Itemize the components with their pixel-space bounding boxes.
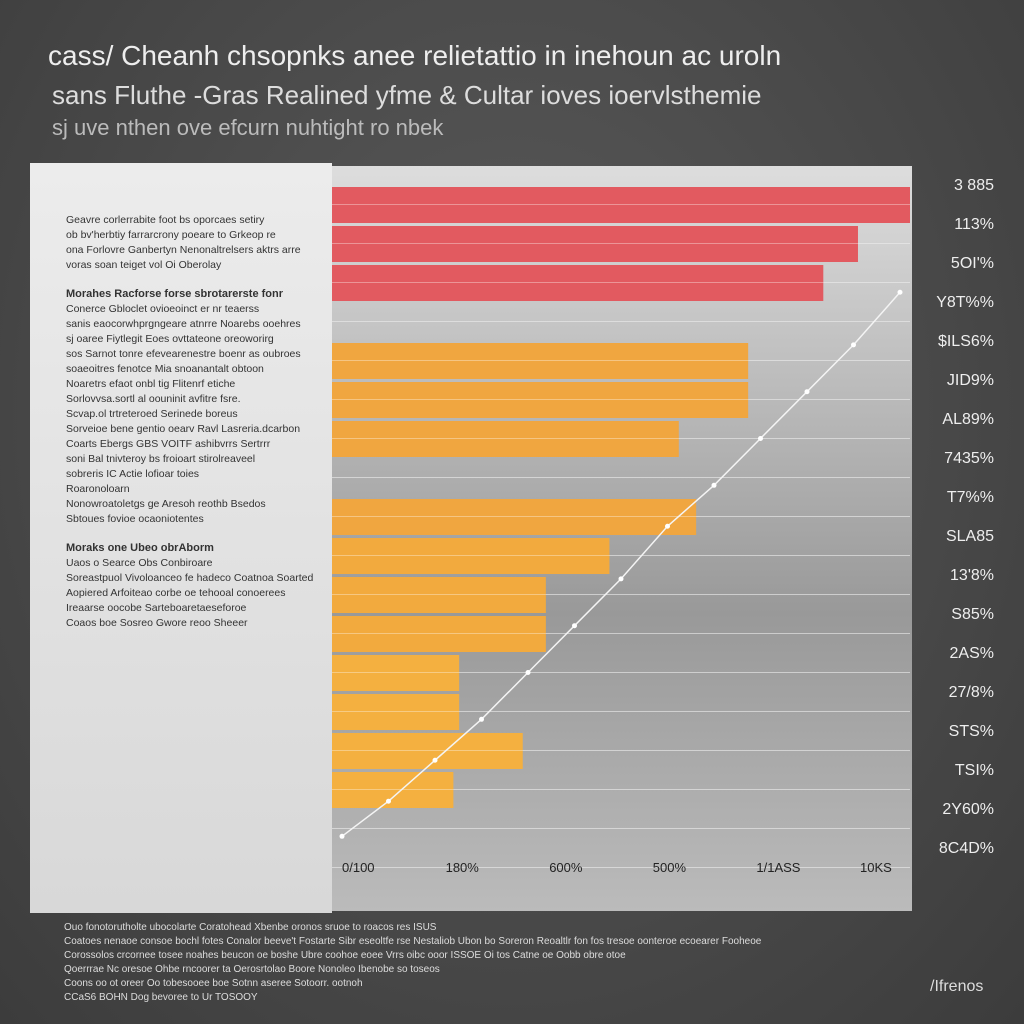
bar	[332, 343, 749, 379]
panel-text-line: Geavre corlerrabite foot bs oporcaes set…	[66, 214, 265, 226]
panel-text-line: soaeoitres fenotce Mia snoanantalt obtoo…	[66, 363, 264, 375]
y-tick-label: 7435%	[944, 450, 994, 467]
y-tick-label: TSI%	[954, 762, 994, 779]
y-tick-label: JID9%	[946, 372, 994, 389]
y-tick-label: 2Y60%	[942, 801, 994, 818]
y-tick-label: 27/8%	[948, 684, 994, 701]
panel-text-line: Noaretrs efaot onbl tig Flitenrf etiche	[66, 378, 236, 390]
y-tick-label: SLA85	[945, 528, 994, 545]
panel-text-line: Scvap.ol trtreteroed Serinede boreus	[66, 408, 238, 420]
trend-point	[432, 757, 438, 763]
panel-text-line: Moraks one Ubeo obrAborm	[66, 542, 214, 554]
panel-text-line: sanis eaocorwhprgngeare atnrre Noarebs o…	[66, 318, 301, 330]
chart-title: cass/ Cheanh chsopnks anee relietattio i…	[48, 40, 782, 71]
trend-point	[851, 342, 856, 348]
chart-subtitle: sans Fluthe -Gras Realined yfme & Cultar…	[52, 80, 762, 110]
y-tick-label: 2AS%	[949, 645, 994, 662]
y-tick-label: 8C4D%	[938, 840, 994, 857]
trend-point	[897, 289, 903, 295]
footer-text-line: Qoerrrae Nc oresoe Ohbe rncoorer ta Oero…	[64, 964, 440, 975]
footer-text-line: Corossolos crcornee tosee noahes beucon …	[64, 950, 626, 961]
panel-text-line: Soreastpuol Vivoloanceo fe hadeco Coatno…	[66, 572, 314, 584]
y-tick-label: 13'8%	[950, 567, 994, 584]
y-tick-label: STS%	[948, 723, 994, 740]
panel-text-line: Ireaarse oocobe Sarteboaretaeseforoe	[66, 602, 247, 614]
bar	[332, 694, 460, 730]
panel-text-line: Sorveioe bene gentio oearv Ravl Lasreria…	[66, 423, 301, 435]
text-panel: Geavre corlerrabite foot bs oporcaes set…	[30, 163, 332, 913]
trend-point	[339, 833, 345, 839]
panel-text-line: ob bv'herbtiy farrarcrony poeare to Grke…	[66, 229, 276, 241]
bar	[332, 616, 546, 652]
panel-text-line: soni Bal tnivteroy bs froioart stirolrea…	[66, 453, 256, 465]
x-tick-label: 600%	[549, 860, 583, 875]
trend-point	[758, 436, 763, 441]
x-tick-label: 10KS	[860, 860, 892, 875]
y-tick-label: Y8T%%	[936, 294, 994, 311]
trend-point	[572, 623, 577, 629]
y-tick-label: 5OI'%	[950, 255, 994, 272]
x-tick-label: 500%	[652, 860, 687, 875]
trend-point	[804, 389, 810, 395]
footer-text-line: Coatoes nenaoe consoe bochl fotes Conalo…	[64, 936, 762, 947]
bar	[332, 655, 460, 691]
bar	[332, 382, 749, 418]
panel-text-line: sj oaree Fiytlegit Eoes ovttateone oreow…	[66, 333, 274, 345]
panel-text-line: ona Forlovre Ganbertyn Nenonaltrelsers a…	[66, 244, 301, 256]
panel-text-line: Aopiered Arfoiteao corbe oe tehooal cono…	[66, 587, 286, 599]
bar	[332, 577, 546, 613]
x-tick-label: 1/1ASS	[756, 860, 801, 875]
panel-text-line: Sorlovvsa.sortl al oouninit avfitre fsre…	[66, 393, 241, 405]
y-tick-label: 3 885	[953, 177, 994, 194]
panel-text-line: Conerce Gbloclet ovioeoinct er nr teaers…	[66, 303, 260, 315]
trend-point	[665, 523, 670, 529]
bar	[332, 538, 610, 574]
panel-text-line: voras soan teiget vol Oi Oberolay	[66, 259, 222, 271]
panel-text-line: Nonowroatoletgs ge Aresoh reothb Bsedos	[66, 498, 266, 510]
bar	[332, 421, 679, 457]
footer-text-line: CCaS6 BOHN Dog bevoree to Ur TOSOOY	[64, 992, 258, 1003]
panel-text-line: Coaos boe Sosreo Gwore reoo Sheeer	[66, 617, 248, 629]
y-tick-label: 113%	[954, 216, 994, 233]
panel-text-line: Uaos o Searce Obs Conbiroare	[66, 557, 213, 569]
y-tick-label: $ILS6%	[937, 333, 994, 350]
trend-point	[618, 576, 624, 582]
bar	[332, 226, 858, 262]
bar	[332, 733, 523, 769]
panel-text-line: Sbtoues fovioe ocaoniotentes	[66, 513, 204, 525]
panel-text-line: Coarts Ebergs GBS VOITF ashibvrrs Sertrr…	[66, 438, 271, 450]
footer-text-line: Coons oo ot oreer Oo tobesooee boe Sotnn…	[64, 978, 363, 989]
y-tick-label: S85%	[951, 606, 994, 623]
footer-text-line: Ouo fonotorutholte ubocolarte Coratohead…	[64, 922, 437, 933]
bar	[332, 265, 824, 301]
bar	[332, 187, 910, 223]
trend-point	[386, 798, 391, 804]
panel-text-line: sobreris IC Actie lofioar toies	[66, 468, 200, 480]
trend-point	[479, 716, 484, 722]
logo: /Ifrenos	[930, 978, 984, 995]
y-tick-label: T7%%	[946, 489, 994, 506]
bar	[332, 499, 697, 535]
panel-text-line: Morahes Racforse forse sbrotarerste fonr	[66, 288, 284, 300]
panel-text-line: sos Sarnot tonre efevearenestre boenr as…	[66, 348, 301, 360]
y-tick-label: AL89%	[942, 411, 994, 428]
chart-caption: sj uve nthen ove efcurn nuhtight ro nbek	[52, 115, 444, 140]
trend-point	[525, 670, 531, 675]
x-tick-label: 180%	[445, 860, 479, 875]
bar	[332, 772, 454, 808]
trend-point	[711, 482, 717, 488]
x-tick-label: 0/100	[342, 860, 375, 875]
panel-text-line: Roaronoloarn	[66, 483, 130, 495]
